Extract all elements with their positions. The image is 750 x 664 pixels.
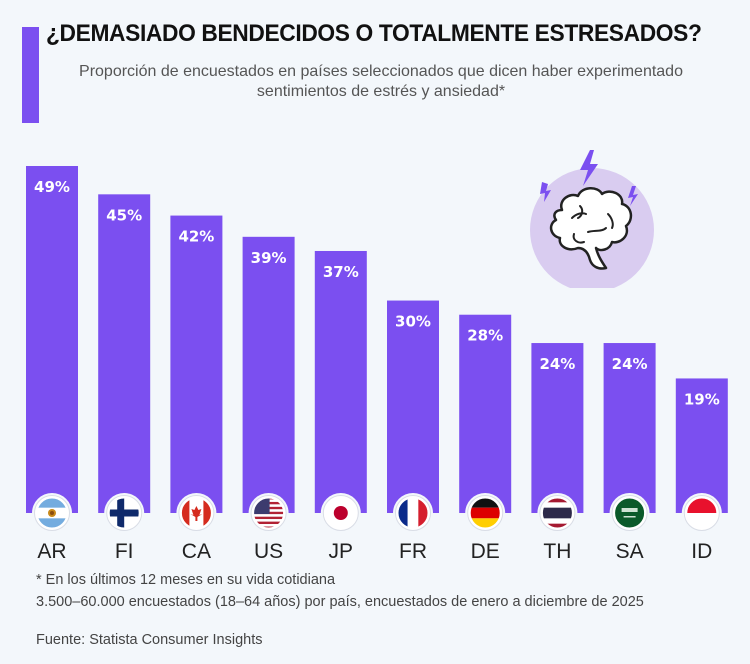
canada-flag-icon [176,493,217,533]
category-label-de: DE [471,540,500,563]
saudi-arabia-flag-icon [609,493,650,533]
lightning-icon [580,150,598,186]
bar-us [242,236,295,513]
bar-value-label: 24% [539,355,575,373]
bar-id [675,378,728,513]
source-note: Fuente: Statista Consumer Insights [36,632,263,648]
bar-jp [314,250,367,513]
bar-sa [603,343,656,513]
bar-value-label: 28% [467,327,503,345]
germany-flag-icon [465,493,506,533]
usa-flag-icon [248,493,289,533]
category-label-fi: FI [115,540,134,563]
bar-th [531,343,584,513]
brain-stress-icon [530,150,654,288]
bar-value-label: 49% [34,178,70,196]
category-label-fr: FR [399,540,427,563]
indonesia-flag-icon [681,493,722,533]
bar-value-label: 24% [612,355,648,373]
sample-note: 3.500–60.000 encuestados (18–64 años) po… [36,594,644,610]
bar-ar [26,166,78,513]
footnote: * En los últimos 12 meses en su vida cot… [36,572,336,588]
chart-title: ¿DEMASIADO BENDECIDOS O TOTALMENTE ESTRE… [46,20,702,47]
chart-subtitle: Proporción de encuestados en países sele… [79,63,683,100]
bar-ca [170,215,223,514]
title-accent-bar [22,27,39,123]
category-label-us: US [254,540,283,563]
bar-value-label: 42% [178,228,214,246]
bars-group: 49% AR 45% FI 42% CA 39% US 37% JP 30% FR 28% DE 24% TH… [26,166,728,563]
brain-icon [549,187,633,270]
bar-fr [387,300,439,513]
bar-value-label: 19% [684,390,720,408]
lightning-icon [540,182,551,202]
thailand-flag-icon [537,493,578,533]
bar-value-label: 45% [106,206,142,224]
bar-value-label: 30% [395,313,431,331]
bar-de [459,314,512,513]
category-label-ca: CA [182,540,211,563]
category-label-id: ID [691,540,712,563]
bar-fi [98,194,151,513]
japan-flag-icon [320,493,361,533]
france-flag-icon [393,493,433,533]
category-label-jp: JP [329,540,354,563]
category-label-sa: SA [616,540,644,563]
lightning-icon [628,186,638,206]
bar-value-label: 39% [251,249,287,267]
bar-value-label: 37% [323,263,359,281]
argentina-flag-icon [32,493,72,533]
finland-flag-icon [104,493,145,533]
category-label-ar: AR [37,540,66,563]
category-label-th: TH [543,540,571,563]
